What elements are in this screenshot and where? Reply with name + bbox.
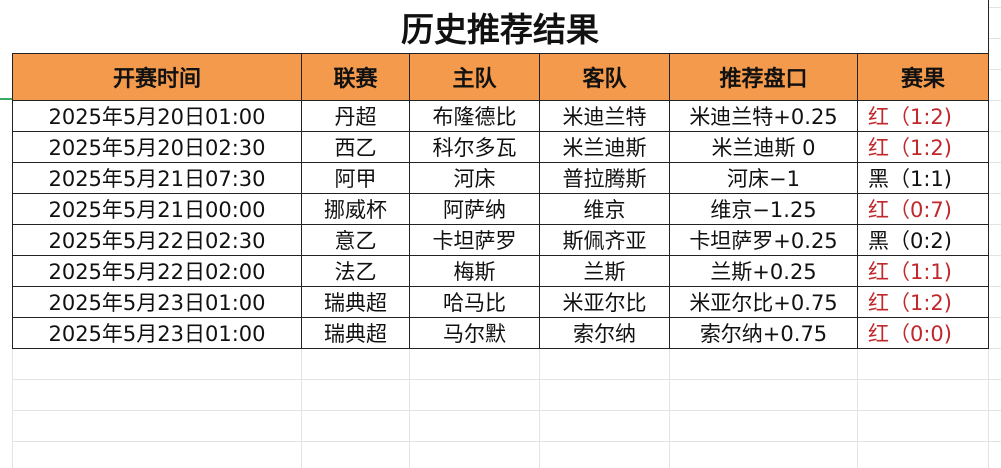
away-team-cell[interactable]: 斯佩齐亚 bbox=[539, 224, 670, 256]
table-row: 2025年5月21日07:30 阿甲 河床 普拉腾斯 河床−1 黑（1:1) bbox=[12, 162, 989, 194]
result-cell[interactable]: 黑（1:1) bbox=[857, 162, 989, 194]
table-row: 2025年5月23日01:00 瑞典超 马尔默 索尔纳 索尔纳+0.75 红（0:0) bbox=[12, 317, 989, 349]
result-cell[interactable]: 红（1:2) bbox=[857, 286, 989, 318]
league-cell[interactable]: 法乙 bbox=[301, 255, 410, 287]
result-cell[interactable]: 红（0:7) bbox=[857, 193, 989, 225]
away-team-cell[interactable]: 普拉腾斯 bbox=[539, 162, 670, 194]
time-cell[interactable]: 2025年5月21日00:00 bbox=[12, 193, 302, 225]
pick-cell[interactable]: 米兰迪斯 0 bbox=[669, 131, 858, 163]
pick-cell[interactable]: 米亚尔比+0.75 bbox=[669, 286, 858, 318]
time-cell[interactable]: 2025年5月20日01:00 bbox=[12, 100, 302, 132]
time-cell[interactable]: 2025年5月20日02:30 bbox=[12, 131, 302, 163]
league-cell[interactable]: 挪威杯 bbox=[301, 193, 410, 225]
home-team-cell[interactable]: 科尔多瓦 bbox=[409, 131, 540, 163]
time-cell[interactable]: 2025年5月23日01:00 bbox=[12, 317, 302, 349]
home-team-cell[interactable]: 梅斯 bbox=[409, 255, 540, 287]
col-header-home[interactable]: 主队 bbox=[409, 53, 540, 101]
time-cell[interactable]: 2025年5月21日07:30 bbox=[12, 162, 302, 194]
pick-cell[interactable]: 卡坦萨罗+0.25 bbox=[669, 224, 858, 256]
pick-cell[interactable]: 兰斯+0.25 bbox=[669, 255, 858, 287]
col-header-away[interactable]: 客队 bbox=[539, 53, 670, 101]
col-header-pick[interactable]: 推荐盘口 bbox=[669, 53, 858, 101]
away-team-cell[interactable]: 米迪兰特 bbox=[539, 100, 670, 132]
time-cell[interactable]: 2025年5月22日02:00 bbox=[12, 255, 302, 287]
result-cell[interactable]: 红（1:2) bbox=[857, 100, 989, 132]
league-cell[interactable]: 丹超 bbox=[301, 100, 410, 132]
sheet-title[interactable]: 历史推荐结果 bbox=[12, 0, 988, 53]
header-row: 开赛时间 联赛 主队 客队 推荐盘口 赛果 bbox=[12, 53, 989, 101]
col-header-result[interactable]: 赛果 bbox=[857, 53, 989, 101]
table-row: 2025年5月20日02:30 西乙 科尔多瓦 米兰迪斯 米兰迪斯 0 红（1:2) bbox=[12, 131, 989, 163]
pick-cell[interactable]: 河床−1 bbox=[669, 162, 858, 194]
away-team-cell[interactable]: 兰斯 bbox=[539, 255, 670, 287]
result-cell[interactable]: 红（0:0) bbox=[857, 317, 989, 349]
time-cell[interactable]: 2025年5月22日02:30 bbox=[12, 224, 302, 256]
selected-row-marker bbox=[0, 98, 12, 100]
pick-cell[interactable]: 维京−1.25 bbox=[669, 193, 858, 225]
pick-cell[interactable]: 米迪兰特+0.25 bbox=[669, 100, 858, 132]
table-row: 2025年5月20日01:00 丹超 布隆德比 米迪兰特 米迪兰特+0.25 红（1:2) bbox=[12, 100, 989, 132]
league-cell[interactable]: 瑞典超 bbox=[301, 286, 410, 318]
col-header-league[interactable]: 联赛 bbox=[301, 53, 410, 101]
time-cell[interactable]: 2025年5月23日01:00 bbox=[12, 286, 302, 318]
home-team-cell[interactable]: 马尔默 bbox=[409, 317, 540, 349]
league-cell[interactable]: 意乙 bbox=[301, 224, 410, 256]
result-cell[interactable]: 红（1:1) bbox=[857, 255, 989, 287]
result-cell[interactable]: 红（1:2) bbox=[857, 131, 989, 163]
home-team-cell[interactable]: 卡坦萨罗 bbox=[409, 224, 540, 256]
league-cell[interactable]: 阿甲 bbox=[301, 162, 410, 194]
table-row: 2025年5月21日00:00 挪威杯 阿萨纳 维京 维京−1.25 红（0:7) bbox=[12, 193, 989, 225]
home-team-cell[interactable]: 河床 bbox=[409, 162, 540, 194]
col-header-time[interactable]: 开赛时间 bbox=[12, 53, 302, 101]
results-table: 开赛时间 联赛 主队 客队 推荐盘口 赛果 2025年5月20日01:00 丹超布… bbox=[12, 53, 989, 349]
away-team-cell[interactable]: 维京 bbox=[539, 193, 670, 225]
league-cell[interactable]: 西乙 bbox=[301, 131, 410, 163]
pick-cell[interactable]: 索尔纳+0.75 bbox=[669, 317, 858, 349]
league-cell[interactable]: 瑞典超 bbox=[301, 317, 410, 349]
table-row: 2025年5月22日02:00 法乙 梅斯 兰斯 兰斯+0.25 红（1:1) bbox=[12, 255, 989, 287]
home-team-cell[interactable]: 布隆德比 bbox=[409, 100, 540, 132]
away-team-cell[interactable]: 索尔纳 bbox=[539, 317, 670, 349]
home-team-cell[interactable]: 哈马比 bbox=[409, 286, 540, 318]
away-team-cell[interactable]: 米兰迪斯 bbox=[539, 131, 670, 163]
result-cell[interactable]: 黑（0:2) bbox=[857, 224, 989, 256]
home-team-cell[interactable]: 阿萨纳 bbox=[409, 193, 540, 225]
table-row: 2025年5月23日01:00 瑞典超 哈马比 米亚尔比 米亚尔比+0.75 红（1:2) bbox=[12, 286, 989, 318]
away-team-cell[interactable]: 米亚尔比 bbox=[539, 286, 670, 318]
table-row: 2025年5月22日02:30 意乙 卡坦萨罗 斯佩齐亚 卡坦萨罗+0.25 黑（0:2) bbox=[12, 224, 989, 256]
